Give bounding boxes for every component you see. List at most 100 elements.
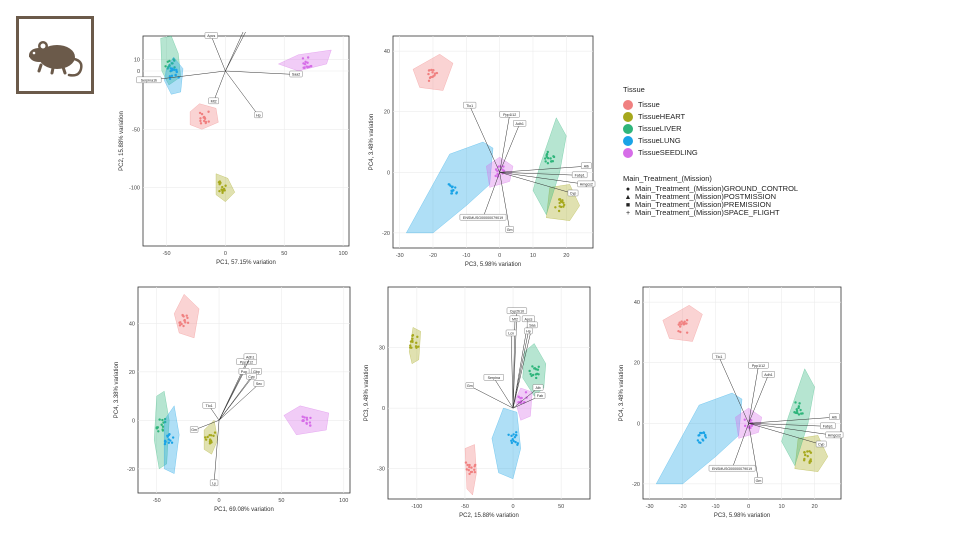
data-point [680,320,683,323]
loading-label: ENSMUSG00000079019 [463,216,503,220]
data-point [502,165,505,168]
legend-item-premission: ■ Main_Treatment_(Mission)PREMISSION [623,201,798,209]
loading-arrow [499,165,587,173]
legend-item-space-flight: + Main_Treatment_(Mission)SPACE_FLIGHT [623,209,798,217]
data-point [207,120,210,123]
legend-swatch [623,123,633,134]
data-point [175,68,178,72]
legend-item-liver: TissueLIVER [623,123,798,135]
loading-label-box [254,111,263,119]
data-point [510,441,514,445]
loading-arrow [748,423,759,481]
data-point [199,122,203,125]
data-point [308,421,312,424]
loading-label-box [748,362,769,369]
loading-arrow [748,423,828,427]
data-point [465,468,468,471]
data-point [809,451,813,454]
cluster-hull [163,56,184,95]
legend-swatch [623,135,633,146]
data-point [512,433,515,436]
loading-arrow [512,319,529,409]
loading-arrow [499,172,510,230]
loading-label: Apcs [207,34,215,38]
data-point [698,433,701,437]
data-point [167,433,170,437]
data-point [409,340,413,343]
x-tick-label: 10 [779,504,785,510]
data-point [536,368,540,371]
data-point [470,466,473,469]
loading-arrow [718,356,749,424]
data-point [799,408,802,412]
loading-label-box [505,329,517,337]
loading-label: Ppp1l12 [503,113,516,117]
data-point [803,451,806,454]
legend-symbol-plus: + [625,209,631,217]
x-tick-label: -50 [461,504,469,510]
y-tick-label: 10 [134,57,140,63]
loading-label-box [208,97,219,105]
loading-label: Hmgcs2 [580,183,593,187]
data-point [203,116,207,120]
x-tick-label: -10 [462,253,470,259]
data-point [507,433,510,436]
loading-arrow [225,70,259,116]
y-tick-label: 20 [129,370,135,376]
data-point [546,150,549,154]
data-point [411,333,415,337]
data-point [450,189,453,193]
loading-label-box [190,426,199,433]
loading-label: Tlo1 [206,404,213,408]
data-point [803,457,806,461]
cluster-hull [163,405,180,474]
y-tick-label: 0 [637,421,640,427]
y-tick-label: -20 [382,231,390,237]
data-point [221,185,224,189]
data-point [301,57,305,60]
y-tick-label: 0 [387,170,390,176]
x-axis-label: PC3, 5.98% variation [714,513,770,519]
data-point [415,341,418,345]
legend-label: TissueLUNG [638,135,681,145]
loading-label: Fabp1 [575,174,585,178]
data-point [174,73,177,77]
loading-arrow [218,371,245,421]
data-point [497,165,500,168]
data-point [198,111,202,115]
data-point [525,396,528,399]
loading-label-box [815,440,827,448]
loading-label: Adh1 [246,355,254,359]
pca-plot-pc1-pc4: -50 0 50 100 -20 0 20 40 PC1, 69.08% variation PC… [110,283,356,515]
y-axis-label: PC4, 3.48% variation [369,114,375,170]
data-point [749,419,753,422]
data-point [512,439,515,443]
data-point [701,439,705,442]
data-point [496,169,499,173]
loading-label: Hp [256,114,261,118]
data-point [798,402,801,405]
data-point [549,157,552,160]
data-point [173,66,176,69]
loading-label: ENSMUSG00000079019 [712,467,752,471]
data-point [515,431,518,434]
data-point [468,465,471,469]
mouse-icon [29,41,83,77]
data-point [168,77,172,81]
data-point [221,191,224,195]
data-point [207,110,210,113]
data-point [501,168,504,171]
loading-label-box [829,413,840,420]
data-point [680,323,683,326]
data-point [797,413,801,416]
data-point [199,117,202,120]
data-point [178,321,181,324]
x-tick-label: 0 [218,498,221,504]
cluster-hull [655,392,743,485]
data-point [797,405,801,408]
data-point [160,423,163,426]
loading-arrow [748,423,835,436]
data-point [169,439,172,442]
data-point [163,439,167,442]
loading-label: Serpina [488,376,500,380]
